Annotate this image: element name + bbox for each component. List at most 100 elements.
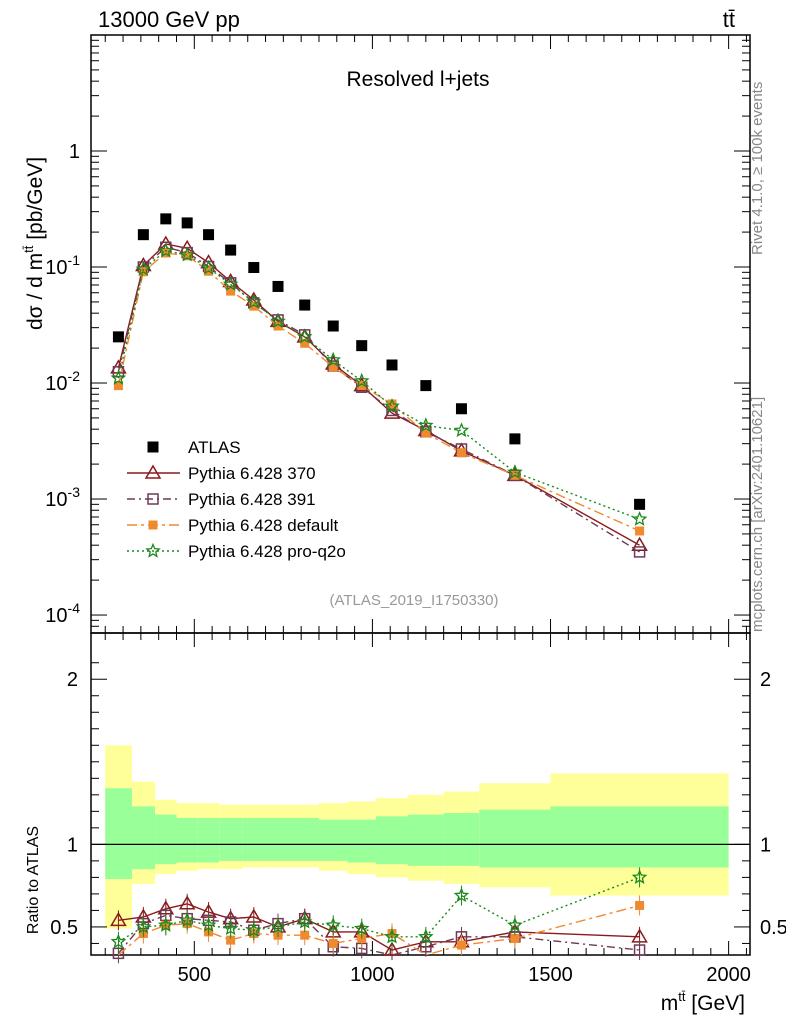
legend-marker [145, 542, 161, 558]
band-inner [479, 809, 551, 868]
series-4-ratio-point [507, 917, 523, 932]
x-tick-label: 1500 [528, 964, 573, 986]
series-4-ratio-point [245, 921, 262, 937]
x-tick-label: 2000 [706, 964, 751, 986]
legend-entry: Pythia 6.428 default [127, 516, 339, 535]
series-0-point [455, 403, 467, 415]
series-0-point [203, 229, 215, 241]
series-1-ratio-point [110, 911, 127, 927]
ratio-tick-label: 2 [67, 669, 78, 691]
legend-entry: Pythia 6.428 370 [127, 464, 316, 483]
series-4-ratio-point [325, 917, 341, 932]
x-tick-label: 1000 [350, 964, 395, 986]
series-3-ratio-point [328, 938, 338, 948]
series-3-point [273, 321, 283, 331]
series-0-point [420, 380, 432, 392]
ratio-tick-label-right: 2 [760, 669, 771, 691]
band-inner [347, 819, 376, 863]
ratio-tick-label-right: 0.5 [760, 917, 786, 939]
y-axis-title-text: dσ / d mtt̄ [pb/GeV] [21, 157, 47, 330]
series-0-point [509, 433, 521, 445]
series-4-point [353, 372, 370, 388]
mcplots-label: mcplots.cern.ch [arXiv:2401.10621] [749, 397, 766, 632]
uncertainty-bands [91, 745, 750, 929]
series-0-point [137, 229, 149, 241]
legend-marker [147, 493, 159, 505]
legend-label: Pythia 6.428 pro-q2o [188, 542, 346, 561]
series-3-point [182, 251, 192, 261]
series-0-point [299, 299, 311, 311]
rivet-label: Rivet 4.1.0, ≥ 100k events [749, 82, 766, 255]
series-4-point [270, 313, 286, 328]
series-4-ratio-point [200, 917, 217, 932]
series-4-ratio-point [296, 913, 313, 929]
series-4-point [200, 259, 217, 275]
energy-label: 13000 GeV pp [98, 7, 240, 32]
series-3-line [117, 252, 640, 532]
series-3-point [300, 338, 310, 348]
legend-marker [148, 520, 158, 530]
series-2-ratio-point [633, 944, 646, 956]
series-4-point [325, 351, 341, 367]
series-3-ratio-point [300, 930, 310, 940]
series-3-point [113, 381, 123, 391]
series-2-ratio-group [117, 914, 640, 955]
series-3-ratio-point [226, 935, 236, 945]
series-3-ratio-point [635, 900, 645, 910]
series-4-ratio-point [384, 928, 400, 944]
main-series [110, 213, 648, 558]
series-4-point [245, 293, 262, 309]
series-3-point [421, 428, 431, 438]
band-inner [375, 816, 409, 865]
y-tick-label: 1 [69, 141, 80, 163]
plot-frames [90, 34, 751, 956]
series-3-point [226, 286, 236, 296]
legend-entry: ATLAS [147, 438, 241, 457]
series-4-point [222, 276, 239, 291]
series-3-ratio-line [117, 904, 640, 955]
y-tick-label: 10-3 [45, 484, 80, 511]
series-3-ratio-point [456, 940, 466, 950]
band-inner [265, 817, 291, 861]
series-3-point [387, 399, 397, 409]
band-inner [443, 812, 480, 866]
ratio-axis-title: Ratio to ATLAS [25, 826, 42, 934]
y-tick-label: 10-1 [45, 252, 80, 279]
series-4-point [384, 398, 400, 413]
axis-ticks: 500 1000 1500 2000 10-4 10-3 10-2 10-1 1 0.5 0.5 1 1… [45, 34, 786, 986]
series-4-ratio-point [135, 918, 152, 934]
series-4-point [296, 328, 313, 344]
band-inner [318, 819, 348, 861]
legend: ATLAS Pythia 6.428 370 Pythia 6.428 391 Pyt… [127, 438, 346, 561]
series-4-ratio-point [631, 869, 648, 884]
series-4-point [631, 511, 648, 526]
band-inner [131, 806, 156, 870]
band-inner [197, 817, 220, 863]
process-label: tt̄ [723, 7, 735, 32]
y-axis-title: dσ / d mtt̄ [pb/GeV] [21, 157, 47, 330]
analysis-id: (ATLAS_2019_I1750330) [329, 592, 498, 609]
series-4-point [453, 422, 470, 438]
series-0-point [112, 331, 124, 343]
x-tick-label: 500 [178, 964, 211, 986]
series-0-point [160, 213, 172, 225]
series-1-ratio-point [383, 941, 401, 956]
series-0-point [634, 498, 646, 510]
ratio-series [110, 867, 648, 964]
series-3-point [456, 448, 466, 458]
series-0-point [356, 340, 368, 352]
series-4-ratio-point [110, 933, 127, 949]
ratio-tick-label: 1 [67, 834, 78, 856]
series-1-ratio-group [118, 903, 640, 951]
plot-title: Resolved l+jets [347, 68, 490, 91]
ratio-tick-label: 0.5 [50, 917, 78, 939]
series-0-point [272, 280, 284, 292]
series-4-ratio-point [453, 887, 470, 903]
legend-entry: Pythia 6.428 pro-q2o [127, 542, 346, 561]
series-4-point [135, 260, 152, 276]
series-3-point [357, 381, 367, 391]
series-4-point [110, 369, 127, 385]
x-axis-title: mtt̄ [GeV] [661, 989, 745, 1015]
band-inner [155, 814, 177, 865]
